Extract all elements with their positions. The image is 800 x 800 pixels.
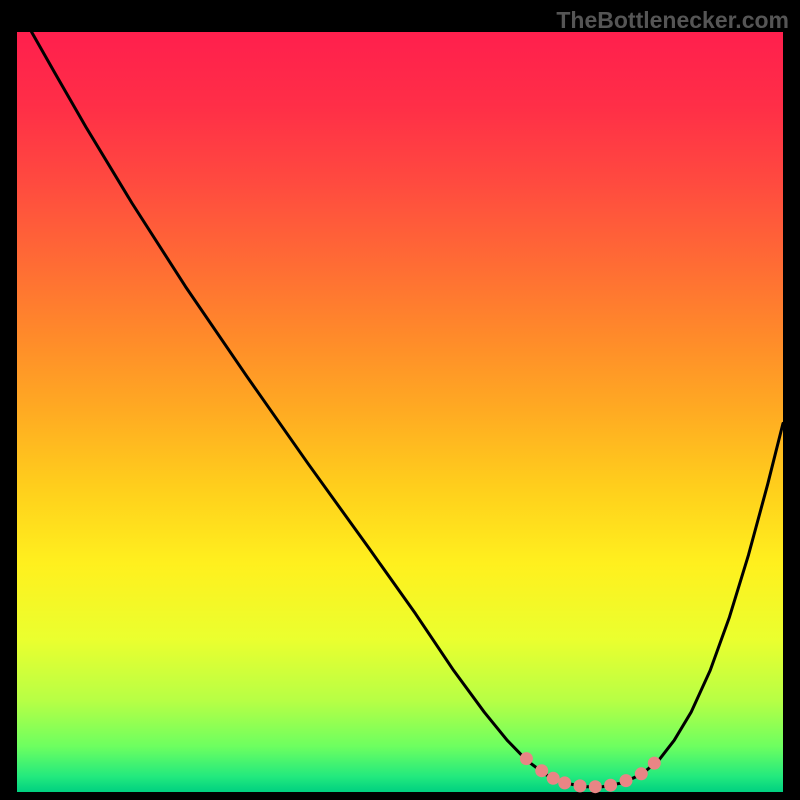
marker-dot	[535, 764, 548, 777]
marker-dot	[520, 752, 533, 765]
marker-dot	[558, 776, 571, 789]
marker-dot	[547, 772, 560, 785]
marker-dot	[604, 779, 617, 792]
marker-dot	[589, 780, 602, 793]
plot-area	[17, 32, 783, 792]
marker-dot	[574, 779, 587, 792]
watermark-text: TheBottlenecker.com	[556, 7, 789, 33]
marker-dot	[620, 774, 633, 787]
marker-dot	[648, 757, 661, 770]
marker-dot	[635, 767, 648, 780]
chart-svg: TheBottlenecker.com	[0, 0, 800, 800]
chart-stage: TheBottlenecker.com	[0, 0, 800, 800]
